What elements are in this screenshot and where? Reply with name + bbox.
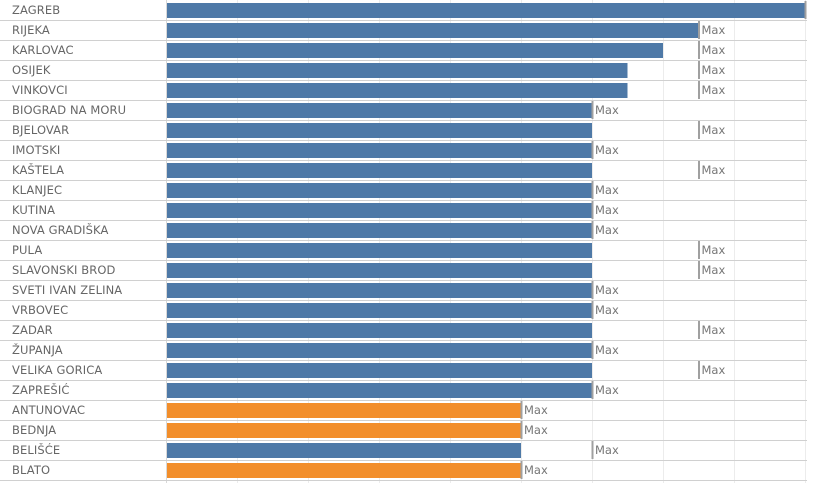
bar (167, 363, 592, 378)
bar (167, 43, 663, 58)
category-label: ZADAR (12, 323, 53, 337)
bar-row: BLATO Max (0, 460, 807, 479)
bar (167, 303, 592, 318)
category-label: KLANJEC (12, 183, 62, 197)
reference-label: Max (595, 283, 619, 297)
reference-label: Max (702, 363, 726, 377)
bar-row: KAŠTELA Max (0, 160, 807, 179)
category-label: RIJEKA (12, 23, 50, 37)
category-label: KAŠTELA (12, 162, 64, 177)
reference-label: Max (595, 143, 619, 157)
reference-label: Max (524, 423, 548, 437)
bar (167, 63, 628, 78)
category-label: PULA (12, 243, 42, 257)
reference-label: Max (595, 443, 619, 457)
category-label: ANTUNOVAC (12, 403, 85, 417)
bar-row: VRBOVEC Max (0, 300, 807, 319)
bar (167, 3, 805, 18)
bar-row: ANTUNOVAC Max (0, 400, 807, 419)
reference-label: Max (702, 323, 726, 337)
reference-label: Max (702, 83, 726, 97)
category-label: VRBOVEC (12, 303, 68, 317)
bar (167, 83, 628, 98)
category-label: SLAVONSKI BROD (12, 263, 116, 277)
bar-row: ZADAR Max (0, 320, 807, 339)
reference-label: Max (702, 43, 726, 57)
category-label: BJELOVAR (12, 123, 69, 137)
bar (167, 383, 592, 398)
category-label: SVETI IVAN ZELINA (12, 283, 122, 297)
reference-label: Max (595, 103, 619, 117)
reference-label: Max (524, 463, 548, 477)
bar-row: ŽUPANJA Max (0, 340, 807, 359)
category-label: KUTINA (12, 203, 55, 217)
bar (167, 443, 521, 458)
reference-label: Max (595, 383, 619, 397)
category-label: KARLOVAC (12, 43, 74, 57)
bar (167, 163, 592, 178)
bar (167, 343, 592, 358)
bar-row: RIJEKA Max (0, 20, 807, 39)
bar (167, 323, 592, 338)
bar-row: OSIJEK Max (0, 60, 807, 79)
reference-label: Max (702, 23, 726, 37)
category-label: BELIŠĆE (12, 442, 60, 457)
bar-row: ZAPREŠIĆ Max (0, 380, 807, 399)
bar (167, 123, 592, 138)
reference-label: Max (595, 183, 619, 197)
category-label: NOVA GRADIŠKA (12, 222, 108, 237)
category-label: BLATO (12, 463, 50, 477)
category-label: BIOGRAD NA MORU (12, 103, 126, 117)
category-label: BEDNJA (12, 423, 56, 437)
category-label: ZAPREŠIĆ (12, 382, 69, 397)
reference-label: Max (595, 303, 619, 317)
bar (167, 403, 521, 418)
reference-label: Max (595, 223, 619, 237)
category-label: ŽUPANJA (12, 342, 63, 357)
bar-row: IMOTSKI Max (0, 140, 807, 159)
category-label: ZAGREB (12, 3, 60, 17)
category-label: VELIKA GORICA (12, 363, 102, 377)
bar-row: VINKOVCI Max (0, 80, 807, 99)
reference-label: Max (702, 263, 726, 277)
bar-row: BELIŠĆE Max (0, 440, 807, 459)
bar-row: SLAVONSKI BROD Max (0, 260, 807, 279)
bar-row: ZAGREB (12, 1, 807, 19)
bar-row: KLANJEC Max (0, 180, 807, 199)
bar (167, 183, 592, 198)
reference-label: Max (702, 243, 726, 257)
bar (167, 283, 592, 298)
bar (167, 463, 521, 478)
bar (167, 243, 592, 258)
bar-row: BIOGRAD NA MORU Max (0, 100, 807, 119)
reference-label: Max (595, 203, 619, 217)
reference-label: Max (702, 163, 726, 177)
bar (167, 263, 592, 278)
reference-label: Max (702, 123, 726, 137)
category-label: VINKOVCI (12, 83, 68, 97)
bar-row: PULA Max (0, 240, 807, 259)
category-label: OSIJEK (12, 63, 51, 77)
bar-row: SVETI IVAN ZELINA Max (0, 280, 807, 299)
reference-label: Max (595, 343, 619, 357)
bar (167, 143, 592, 158)
bar-row: KUTINA Max (0, 200, 807, 219)
bar (167, 423, 521, 438)
bar-row: BJELOVAR Max (0, 120, 807, 139)
bar (167, 23, 699, 38)
reference-label: Max (524, 403, 548, 417)
bar (167, 103, 592, 118)
category-label: IMOTSKI (12, 143, 60, 157)
bar-row: BEDNJA Max (0, 420, 807, 439)
reference-label: Max (702, 63, 726, 77)
bar (167, 223, 592, 238)
bar-row: NOVA GRADIŠKA Max (0, 220, 807, 239)
bar-row: VELIKA GORICA Max (0, 360, 807, 379)
bar-row: KARLOVAC Max (0, 40, 807, 59)
bar (167, 203, 592, 218)
